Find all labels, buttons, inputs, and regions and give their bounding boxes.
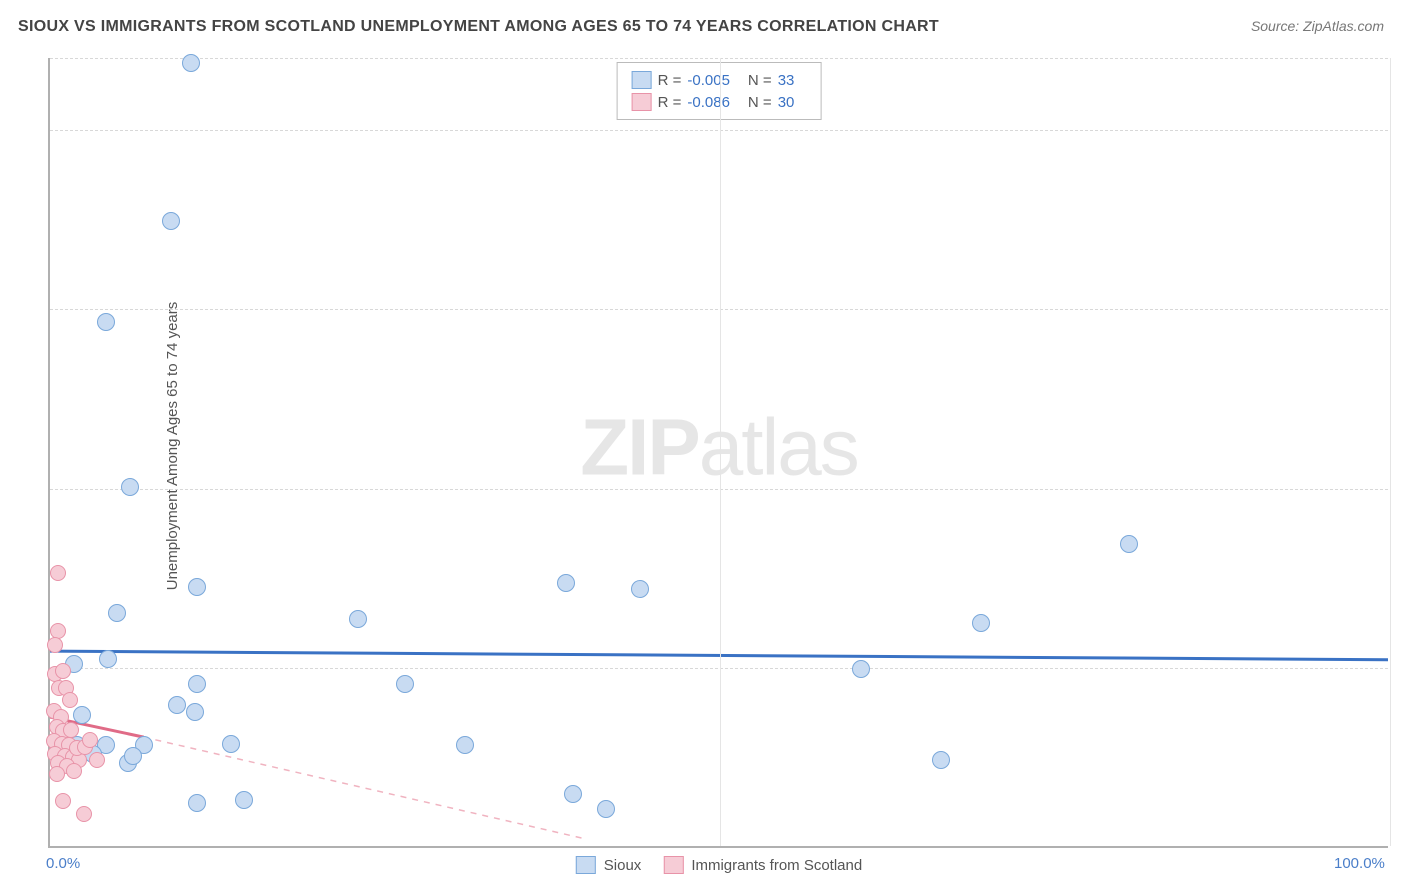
legend-label-sioux: Sioux (604, 857, 642, 874)
n-label: N = (748, 72, 772, 89)
data-point (1120, 535, 1138, 553)
chart-title: SIOUX VS IMMIGRANTS FROM SCOTLAND UNEMPL… (18, 18, 939, 36)
data-point (972, 614, 990, 632)
data-point (168, 696, 186, 714)
data-point (55, 663, 71, 679)
data-point (50, 565, 66, 581)
data-point (182, 54, 200, 72)
data-point (852, 660, 870, 678)
data-point (162, 212, 180, 230)
data-point (188, 794, 206, 812)
y-tick-label: 25.0% (1394, 480, 1406, 497)
data-point (188, 578, 206, 596)
series-legend: Sioux Immigrants from Scotland (576, 856, 862, 874)
legend-label-scotland: Immigrants from Scotland (691, 857, 862, 874)
swatch-scotland (632, 93, 652, 111)
n-value-scotland: 30 (778, 94, 795, 111)
grid-line-h (50, 130, 1388, 131)
data-point (235, 791, 253, 809)
data-point (349, 610, 367, 628)
data-point (99, 650, 117, 668)
data-point (932, 751, 950, 769)
swatch-sioux (632, 71, 652, 89)
data-point (50, 623, 66, 639)
data-point (73, 706, 91, 724)
trend-lines-layer (50, 58, 1388, 846)
n-value-sioux: 33 (778, 72, 795, 89)
data-point (186, 703, 204, 721)
data-point (597, 800, 615, 818)
grid-line-v (720, 58, 721, 846)
grid-line-h (50, 309, 1388, 310)
grid-line-v (1390, 58, 1391, 846)
data-point (396, 675, 414, 693)
y-tick-label: 50.0% (1394, 121, 1406, 138)
r-label: R = (658, 94, 682, 111)
data-point (564, 785, 582, 803)
r-label: R = (658, 72, 682, 89)
data-point (97, 313, 115, 331)
data-point (124, 747, 142, 765)
data-point (47, 637, 63, 653)
data-point (82, 732, 98, 748)
y-tick-label: 12.5% (1394, 660, 1406, 677)
stats-row-scotland: R = -0.086 N = 30 (632, 91, 807, 113)
data-point (76, 806, 92, 822)
grid-line-h (50, 668, 1388, 669)
legend-item-sioux: Sioux (576, 856, 642, 874)
swatch-scotland (663, 856, 683, 874)
data-point (49, 766, 65, 782)
data-point (89, 752, 105, 768)
r-value-sioux: -0.005 (687, 72, 730, 89)
data-point (188, 675, 206, 693)
y-tick-label: 37.5% (1394, 301, 1406, 318)
n-label: N = (748, 94, 772, 111)
x-tick-label: 0.0% (46, 855, 80, 872)
data-point (456, 736, 474, 754)
data-point (108, 604, 126, 622)
x-tick-label: 100.0% (1334, 855, 1385, 872)
grid-line-h (50, 489, 1388, 490)
chart-plot-area: ZIPatlas R = -0.005 N = 33 R = -0.086 N … (48, 58, 1388, 848)
data-point (63, 722, 79, 738)
data-point (222, 735, 240, 753)
source-attribution: Source: ZipAtlas.com (1251, 18, 1384, 34)
data-point (55, 793, 71, 809)
grid-line-h (50, 58, 1388, 59)
data-point (62, 692, 78, 708)
stats-row-sioux: R = -0.005 N = 33 (632, 69, 807, 91)
stats-legend: R = -0.005 N = 33 R = -0.086 N = 30 (617, 62, 822, 120)
swatch-sioux (576, 856, 596, 874)
r-value-scotland: -0.086 (687, 94, 730, 111)
data-point (121, 478, 139, 496)
legend-item-scotland: Immigrants from Scotland (663, 856, 862, 874)
data-point (631, 580, 649, 598)
watermark: ZIPatlas (580, 401, 857, 493)
data-point (557, 574, 575, 592)
data-point (66, 763, 82, 779)
